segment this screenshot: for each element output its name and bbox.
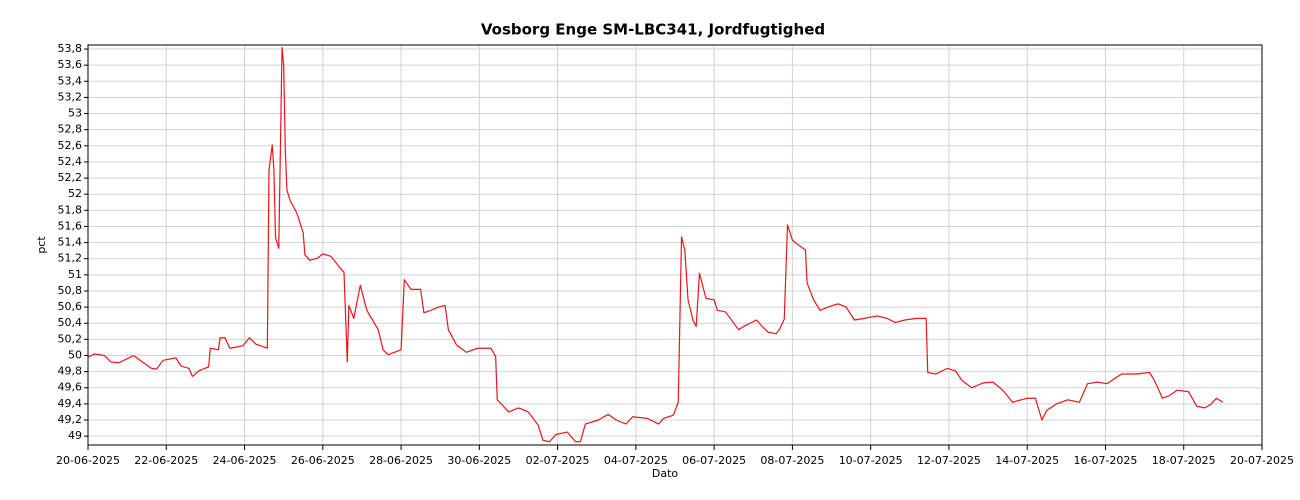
y-tick-label: 51,2 xyxy=(58,252,83,265)
y-tick-label: 52 xyxy=(68,187,82,200)
y-tick-label: 51,4 xyxy=(58,236,83,249)
y-tick-label: 53,4 xyxy=(58,74,83,87)
x-tick-label: 04-07-2025 xyxy=(604,454,668,467)
y-tick-label: 53,2 xyxy=(58,90,83,103)
y-tick-label: 52,4 xyxy=(58,155,83,168)
x-tick-label: 26-06-2025 xyxy=(291,454,355,467)
x-tick-label: 08-07-2025 xyxy=(760,454,824,467)
y-tick-label: 52,6 xyxy=(58,139,83,152)
x-tick-label: 20-06-2025 xyxy=(56,454,120,467)
x-tick-label: 12-07-2025 xyxy=(917,454,981,467)
x-tick-label: 02-07-2025 xyxy=(526,454,590,467)
chart-title: Vosborg Enge SM-LBC341, Jordfugtighed xyxy=(481,21,825,39)
x-tick-label: 14-07-2025 xyxy=(995,454,1059,467)
y-tick-label: 50 xyxy=(68,348,82,361)
y-tick-label: 49,8 xyxy=(58,365,83,378)
y-tick-label: 51,8 xyxy=(58,203,83,216)
y-tick-label: 51 xyxy=(68,268,82,281)
x-tick-label: 18-07-2025 xyxy=(1152,454,1216,467)
plot-frame xyxy=(87,44,1263,446)
x-tick-label: 24-06-2025 xyxy=(213,454,277,467)
y-tick-label: 52,8 xyxy=(58,123,83,136)
y-tick-label: 49,4 xyxy=(58,397,83,410)
x-axis-label: Dato xyxy=(652,467,679,480)
y-tick-label: 49,6 xyxy=(58,381,83,394)
y-tick-label: 53 xyxy=(68,107,82,120)
y-tick-label: 52,2 xyxy=(58,171,83,184)
x-tick-label: 22-06-2025 xyxy=(134,454,198,467)
plot-area xyxy=(87,46,1224,443)
y-tick-label: 49 xyxy=(68,429,82,442)
x-tick-label: 20-07-2025 xyxy=(1230,454,1294,467)
x-tick-label: 06-07-2025 xyxy=(682,454,746,467)
x-tick-label: 30-06-2025 xyxy=(447,454,511,467)
y-tick-label: 50,8 xyxy=(58,284,83,297)
y-tick-label: 50,2 xyxy=(58,332,83,345)
x-tick-label: 28-06-2025 xyxy=(369,454,433,467)
y-tick-label: 53,8 xyxy=(58,42,83,55)
y-axis-label: pct xyxy=(35,236,48,254)
y-tick-label: 49,2 xyxy=(58,413,83,426)
x-tick-label: 16-07-2025 xyxy=(1073,454,1137,467)
x-tick-label: 10-07-2025 xyxy=(839,454,903,467)
data-line xyxy=(87,46,1224,443)
y-tick-label: 53,6 xyxy=(58,58,83,71)
grid xyxy=(87,45,1263,445)
y-tick-label: 50,4 xyxy=(58,316,83,329)
y-tick-label: 51,6 xyxy=(58,219,83,232)
y-tick-label: 50,6 xyxy=(58,300,83,313)
